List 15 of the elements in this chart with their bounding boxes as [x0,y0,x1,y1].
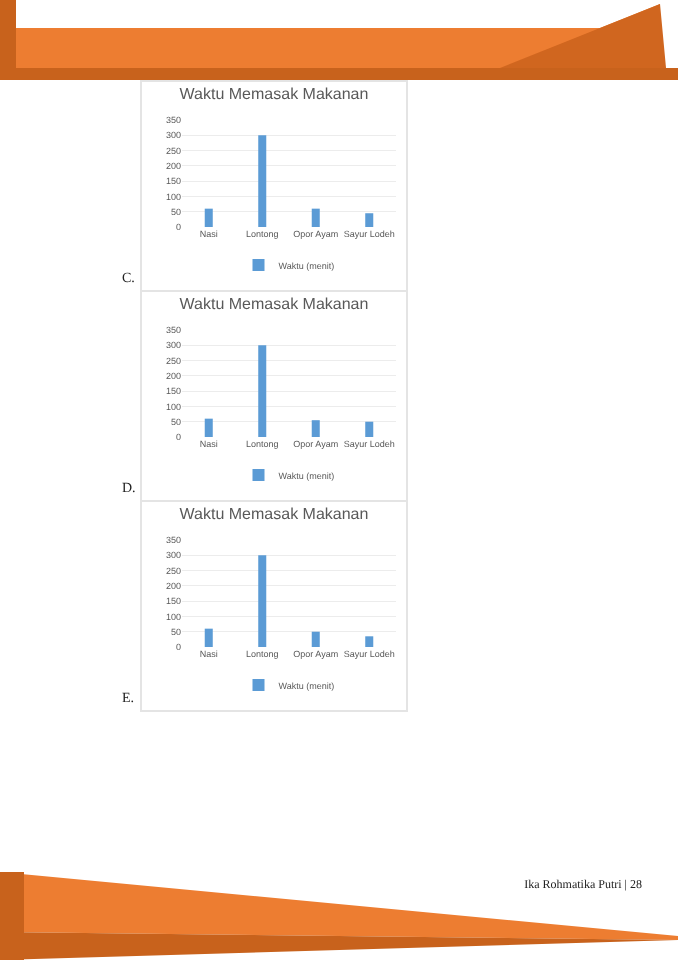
chart-title: Waktu Memasak Makanan [179,505,369,524]
bar [311,420,320,437]
bar [258,345,267,437]
chart-title: Waktu Memasak Makanan [179,85,369,104]
bar [204,418,213,437]
bar [365,421,374,437]
chart-title: Waktu Memasak Makanan [179,295,369,314]
bar [365,636,374,647]
bar [204,628,213,647]
bar [258,555,267,647]
bar [311,208,320,227]
bar [204,208,213,227]
bar [258,135,267,227]
bar [311,631,320,647]
bar [365,213,374,227]
